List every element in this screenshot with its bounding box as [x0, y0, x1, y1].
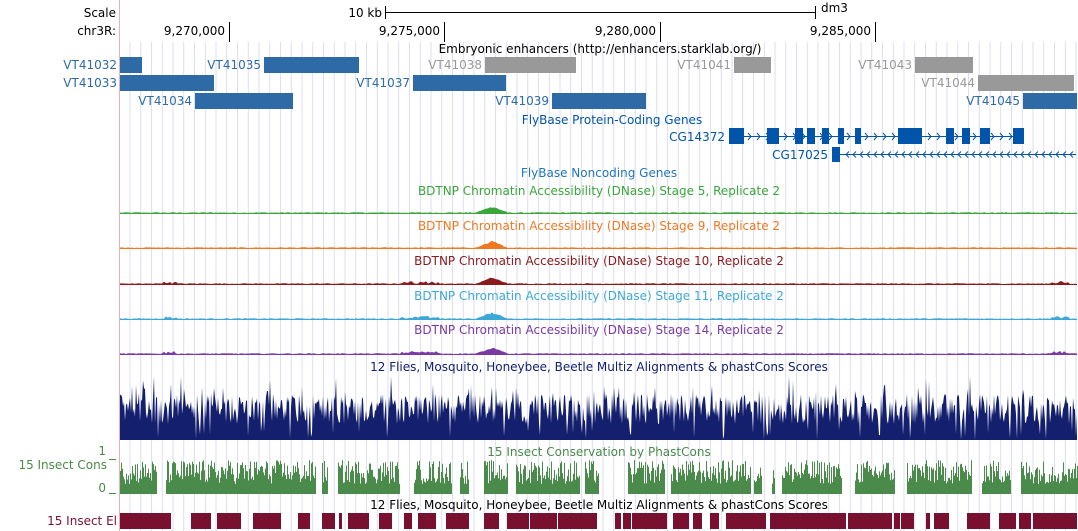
enhancer-label[interactable]: VT41045: [966, 94, 1020, 108]
elements-side-label[interactable]: 15 Insect El: [47, 514, 117, 528]
enhancer-feature[interactable]: [734, 57, 771, 73]
enhancer-label[interactable]: VT41034: [138, 94, 192, 108]
dnase-stage10-title: BDTNP Chromatin Accessibility (DNase) St…: [414, 254, 784, 268]
conserved-elements-signal[interactable]: [120, 513, 1077, 529]
enhancer-feature[interactable]: [915, 57, 973, 73]
coding-genes-track-title: FlyBase Protein-Coding Genes: [522, 113, 702, 127]
position-tick-label: 9,270,000: [164, 24, 225, 38]
cons-axis-min: 0: [98, 481, 106, 495]
chrom-label: chr3R:: [77, 24, 116, 38]
enhancer-feature[interactable]: [1023, 93, 1077, 109]
enhancer-label[interactable]: VT41041: [677, 58, 731, 72]
vertical-grid-lines: [129, 42, 1077, 531]
elements-track-title: 12 Flies, Mosquito, Honeybee, Beetle Mul…: [370, 498, 828, 512]
enhancer-label[interactable]: VT41037: [356, 76, 410, 90]
dnase-stage11-title: BDTNP Chromatin Accessibility (DNase) St…: [414, 289, 784, 303]
dnase-stage5-title: BDTNP Chromatin Accessibility (DNase) St…: [418, 184, 780, 198]
cons-side-label[interactable]: 15 Insect Cons: [18, 458, 107, 472]
position-tick-label: 9,280,000: [595, 24, 656, 38]
position-tick-label: 9,285,000: [810, 24, 871, 38]
enhancer-feature[interactable]: [264, 57, 359, 73]
enhancer-feature[interactable]: [120, 57, 142, 73]
dnase-stage14-title: BDTNP Chromatin Accessibility (DNase) St…: [414, 323, 784, 337]
scale-label: Scale: [84, 6, 116, 20]
dnase-stage5-signal[interactable]: [120, 207, 1077, 214]
cons-axis-max: 1: [98, 444, 106, 458]
gene-label[interactable]: CG14372: [669, 130, 725, 144]
gene-label[interactable]: CG17025: [772, 148, 828, 162]
dnase-stage9-signal[interactable]: [120, 240, 1077, 249]
gene-cg14372[interactable]: CG14372: [669, 128, 1024, 144]
position-ruler: 9,270,000 9,275,000 9,280,000 9,285,000: [164, 22, 876, 42]
position-tick-label: 9,275,000: [379, 24, 440, 38]
enhancer-items[interactable]: VT41032 VT41033 VT41034 VT41035 VT41037 …: [63, 57, 1077, 109]
enhancer-label[interactable]: VT41032: [63, 58, 117, 72]
scale-bar-label: 10 kb: [348, 6, 382, 20]
enhancer-feature[interactable]: [413, 75, 506, 91]
enhancer-feature[interactable]: [195, 93, 293, 109]
cons-track-title: 15 Insect Conservation by PhastCons: [487, 445, 710, 459]
multiz-track-title: 12 Flies, Mosquito, Honeybee, Beetle Mul…: [370, 360, 828, 374]
enhancer-label[interactable]: VT41033: [63, 76, 117, 90]
enhancer-feature[interactable]: [552, 93, 646, 109]
assembly-label: dm3: [821, 1, 848, 15]
noncoding-genes-track-title: FlyBase Noncoding Genes: [521, 166, 677, 180]
scale-bar: [385, 6, 816, 19]
enhancer-label[interactable]: VT41039: [495, 94, 549, 108]
enhancer-label[interactable]: VT41043: [858, 58, 912, 72]
multiz-conservation-signal[interactable]: [120, 376, 1077, 440]
enhancer-label[interactable]: VT41038: [428, 58, 482, 72]
cons-signal[interactable]: [120, 460, 1078, 494]
dnase-stage9-title: BDTNP Chromatin Accessibility (DNase) St…: [418, 219, 780, 233]
dnase-stage10-signal[interactable]: [120, 277, 1077, 285]
enhancer-label[interactable]: VT41035: [207, 58, 261, 72]
enhancer-feature[interactable]: [120, 75, 214, 91]
dnase-stage11-signal[interactable]: [120, 312, 1077, 320]
gene-cg17025[interactable]: CG17025: [772, 147, 1076, 162]
enhancer-feature[interactable]: [978, 75, 1074, 91]
dnase-stage14-signal[interactable]: [120, 347, 1077, 355]
enhancer-feature[interactable]: [485, 57, 576, 73]
enhancers-track-title: Embryonic enhancers (http://enhancers.st…: [439, 42, 762, 56]
enhancer-label[interactable]: VT41044: [921, 76, 975, 90]
